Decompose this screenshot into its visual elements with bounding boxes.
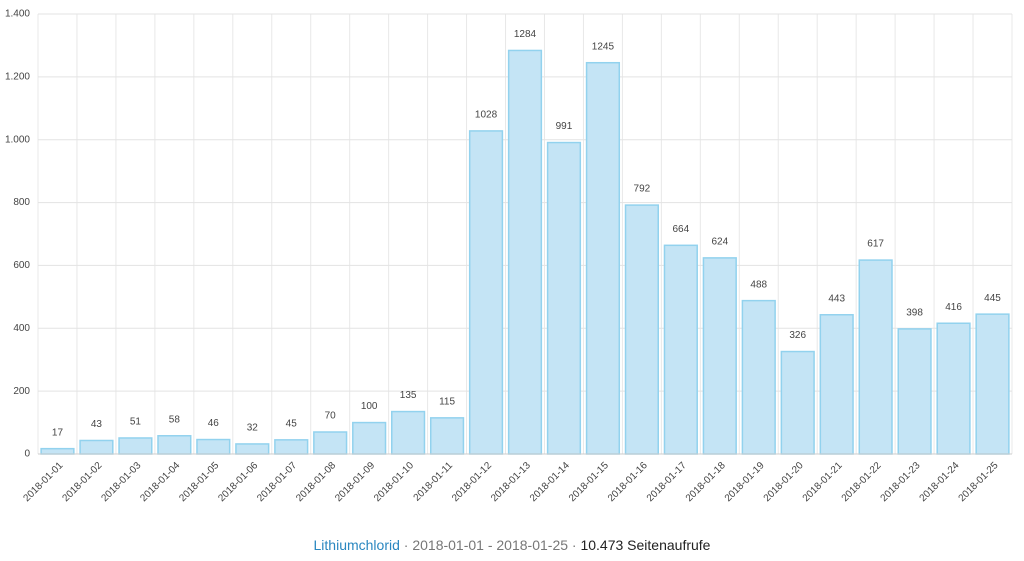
- bar: [897, 328, 932, 455]
- value-label: 1284: [514, 29, 537, 40]
- x-tick-label: 2018-01-17: [645, 460, 689, 504]
- separator: ·: [571, 537, 577, 553]
- bar: [819, 314, 854, 455]
- x-tick-label: 2018-01-15: [567, 460, 611, 504]
- chart: 0 200 400 600 800 1.000 1.200 1.400 2018-01-01 17…: [5, 9, 1013, 504]
- value-label: 100: [361, 401, 378, 412]
- value-label: 45: [286, 418, 298, 429]
- footer: Lithiumchlorid · 2018-01-01 - 2018-01-25…: [0, 537, 1024, 553]
- x-tick-label: 2018-01-07: [255, 460, 299, 504]
- value-label: 443: [828, 293, 845, 304]
- bar: [585, 61, 621, 455]
- value-label: 46: [208, 418, 220, 429]
- bar: [936, 322, 971, 455]
- x-tick-label: 2018-01-16: [606, 460, 650, 504]
- x-tick-label: 2018-01-14: [528, 460, 572, 504]
- value-label: 617: [867, 239, 884, 250]
- x-tick-label: 2018-01-23: [879, 460, 923, 504]
- x-tick-label: 2018-01-18: [684, 460, 728, 504]
- value-label: 70: [325, 411, 337, 422]
- bar: [858, 259, 893, 455]
- separator: ·: [403, 537, 409, 553]
- y-tick-label: 1.200: [5, 71, 30, 82]
- y-tick-label: 0: [24, 449, 30, 460]
- x-tick-label: 2018-01-20: [762, 460, 806, 504]
- x-tick-label: 2018-01-12: [450, 460, 494, 504]
- x-tick-label: 2018-01-05: [177, 460, 221, 504]
- value-label: 51: [130, 417, 142, 428]
- value-label: 991: [556, 121, 573, 132]
- bar: [507, 49, 543, 455]
- bar: [40, 447, 75, 455]
- page-views: 10.473 Seitenaufrufe: [580, 537, 711, 553]
- y-tick-label: 200: [13, 386, 30, 397]
- x-tick-label: 2018-01-04: [138, 460, 182, 504]
- value-label: 488: [750, 279, 767, 290]
- topic-link[interactable]: Lithiumchlorid: [313, 537, 400, 553]
- x-tick-label: 2018-01-02: [60, 460, 104, 504]
- bar: [79, 439, 114, 455]
- bar: [468, 130, 504, 455]
- x-tick-label: 2018-01-01: [22, 460, 66, 504]
- value-label: 43: [91, 419, 103, 430]
- y-tick-label: 400: [13, 323, 30, 334]
- bar: [235, 443, 270, 455]
- bar: [196, 438, 231, 455]
- bar: [702, 257, 737, 455]
- x-tick-label: 2018-01-10: [372, 460, 416, 504]
- bar: [429, 417, 465, 455]
- value-label: 398: [906, 308, 923, 319]
- bar: [352, 421, 387, 455]
- x-tick-label: 2018-01-08: [294, 460, 338, 504]
- x-tick-label: 2018-01-25: [957, 460, 1001, 504]
- x-tick-label: 2018-01-22: [840, 460, 884, 504]
- date-range: 2018-01-01 - 2018-01-25: [412, 537, 569, 553]
- value-label: 1028: [475, 110, 498, 121]
- bar: [546, 141, 582, 455]
- x-tick-label: 2018-01-13: [489, 460, 533, 504]
- value-label: 445: [984, 293, 1001, 304]
- x-tick-label: 2018-01-21: [801, 460, 845, 504]
- value-label: 664: [672, 224, 689, 235]
- x-tick-label: 2018-01-24: [918, 460, 962, 504]
- value-label: 58: [169, 414, 181, 425]
- bar: [118, 437, 153, 455]
- value-label: 115: [439, 396, 455, 407]
- value-label: 135: [400, 390, 417, 401]
- value-label: 416: [945, 302, 962, 313]
- x-tick-label: 2018-01-06: [216, 460, 260, 504]
- bar: [741, 299, 776, 455]
- value-label: 792: [634, 184, 651, 195]
- value-label: 326: [789, 330, 806, 341]
- value-label: 32: [247, 423, 259, 434]
- bar: [624, 204, 659, 455]
- y-tick-label: 800: [13, 197, 30, 208]
- y-tick-label: 1.000: [5, 134, 30, 145]
- bar: [274, 439, 309, 455]
- x-tick-label: 2018-01-11: [412, 460, 456, 504]
- value-label: 624: [711, 237, 728, 248]
- value-label: 17: [52, 427, 64, 438]
- y-tick-label: 600: [13, 260, 30, 271]
- bar: [975, 313, 1010, 455]
- x-tick-label: 2018-01-19: [723, 460, 767, 504]
- bar: [313, 431, 348, 455]
- value-label: 1245: [592, 41, 615, 52]
- bar: [157, 435, 192, 455]
- x-tick-label: 2018-01-09: [333, 460, 377, 504]
- bar: [663, 244, 698, 455]
- y-tick-label: 1.400: [5, 9, 30, 20]
- bar: [391, 410, 426, 455]
- x-tick-label: 2018-01-03: [99, 460, 143, 504]
- bar: [780, 350, 815, 455]
